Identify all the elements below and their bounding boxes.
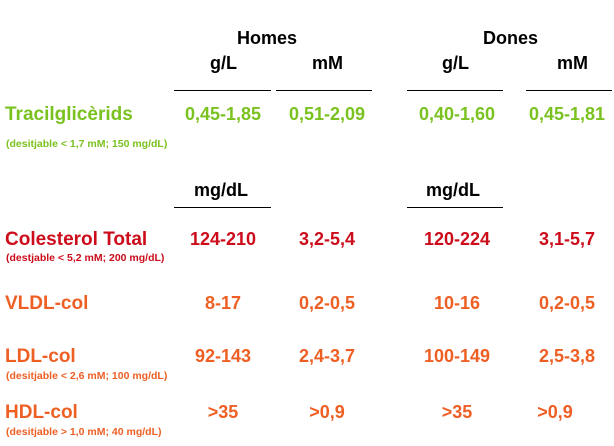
row-total-cholesterol-women-a: 120-224 [423, 229, 491, 249]
row-total-cholesterol-note: (destjable < 5,2 mM; 200 mg/dL) [6, 252, 165, 264]
row-triglycerides-men-a: 0,45-1,85 [184, 104, 262, 124]
rule-men-gl [174, 90, 271, 91]
row-triglycerides-women-a: 0,40-1,60 [418, 104, 496, 124]
unit-men-mgdl: mg/dL [194, 180, 248, 200]
row-hdl-name: HDL-col [5, 402, 78, 423]
rule-women-mgdl [407, 207, 503, 208]
header-men: Homes [237, 28, 298, 48]
row-vldl-women-a: 10-16 [433, 293, 481, 313]
rule-men-mgdl [174, 207, 271, 208]
unit-women-gl: g/L [442, 53, 469, 73]
row-vldl-name: VLDL-col [5, 293, 89, 314]
row-triglycerides-name: Tracilglicèrids [5, 104, 133, 125]
row-total-cholesterol-men-a: 124-210 [189, 229, 257, 249]
unit-women-mgdl: mg/dL [426, 180, 480, 200]
unit-men-gl: g/L [210, 53, 237, 73]
row-ldl-men-b: 2,4-3,7 [298, 346, 356, 366]
row-ldl-women-a: 100-149 [423, 346, 491, 366]
row-vldl-women-b: 0,2-0,5 [538, 293, 596, 313]
row-triglycerides-women-b: 0,45-1,81 [528, 104, 606, 124]
row-ldl-men-a: 92-143 [194, 346, 252, 366]
row-vldl-men-b: 0,2-0,5 [298, 293, 356, 313]
row-triglycerides-note: (desitjable < 1,7 mM; 150 mg/dL) [6, 138, 168, 150]
row-hdl-men-b: >0,9 [309, 402, 345, 422]
unit-women-mm: mM [557, 53, 588, 73]
rule-women-gl [407, 90, 503, 91]
rule-women-mm [526, 90, 612, 91]
row-hdl-women-a: >35 [441, 402, 473, 422]
row-total-cholesterol-women-b: 3,1-5,7 [538, 229, 596, 249]
row-total-cholesterol-name: Colesterol Total [5, 229, 148, 250]
row-ldl-name: LDL-col [5, 346, 76, 367]
row-triglycerides-men-b: 0,51-2,09 [288, 104, 366, 124]
rule-men-mm [276, 90, 372, 91]
row-vldl-men-a: 8-17 [204, 293, 242, 313]
row-total-cholesterol-men-b: 3,2-5,4 [298, 229, 356, 249]
row-hdl-women-b: >0,9 [537, 402, 573, 422]
row-ldl-women-b: 2,5-3,8 [538, 346, 596, 366]
row-hdl-men-a: >35 [207, 402, 239, 422]
unit-men-mm: mM [312, 53, 343, 73]
header-women: Dones [483, 28, 539, 48]
row-ldl-note: (desitjable < 2,6 mM; 100 mg/dL) [6, 370, 168, 382]
row-hdl-note: (desitjable > 1,0 mM; 40 mg/dL) [6, 426, 162, 438]
